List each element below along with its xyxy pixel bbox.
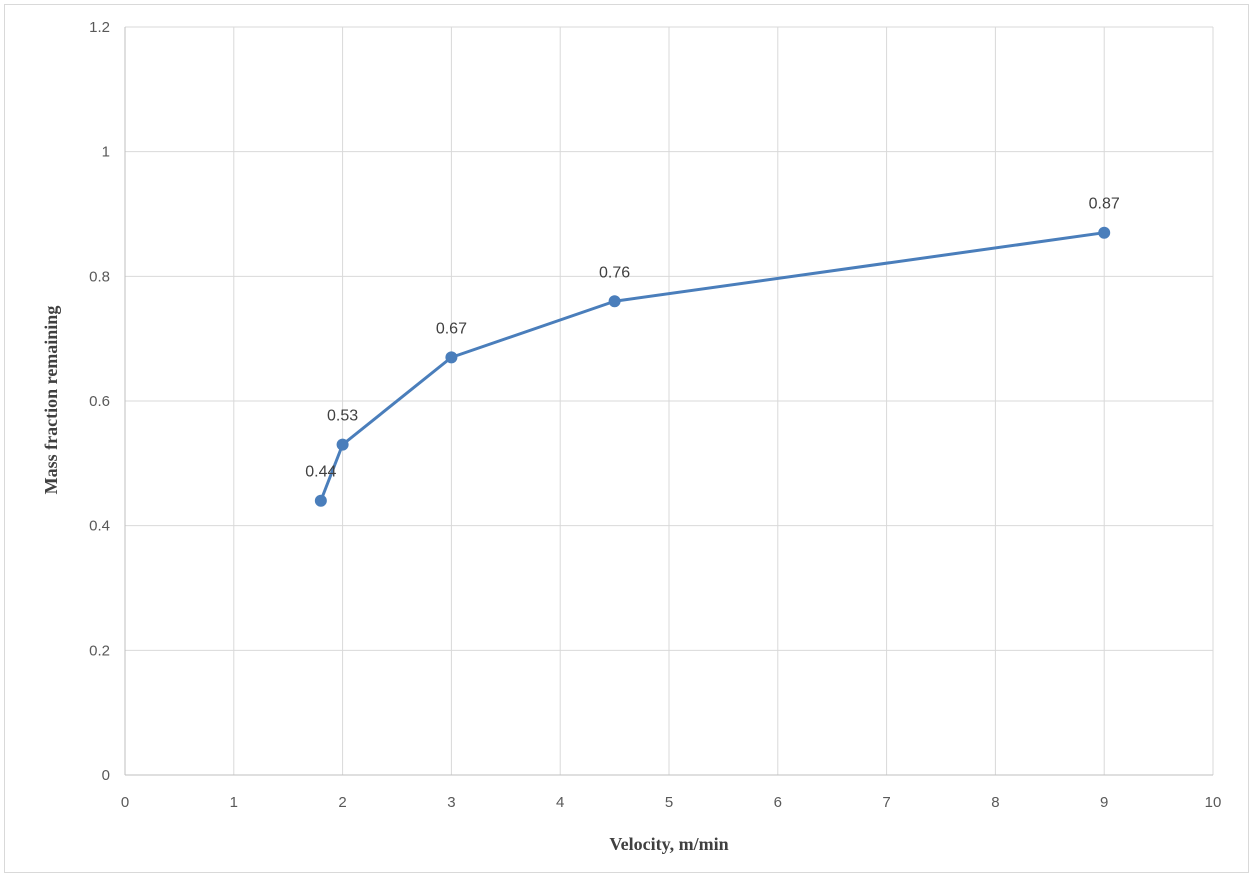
y-tick-label: 0.6 [89, 393, 110, 410]
x-tick-label: 3 [447, 794, 455, 811]
x-tick-label: 9 [1100, 794, 1108, 811]
x-axis-title: Velocity, m/min [609, 834, 728, 854]
x-tick-label: 4 [556, 794, 564, 811]
y-tick-label: 0.2 [89, 642, 110, 659]
data-point [445, 351, 458, 364]
data-point [1098, 226, 1111, 239]
x-tick-label: 2 [338, 794, 346, 811]
x-tick-label: 5 [665, 794, 673, 811]
data-label: 0.87 [1089, 196, 1120, 213]
data-labels: 0.44 0.53 0.67 0.76 0.87 [305, 196, 1120, 481]
y-tick-label: 0.4 [89, 518, 110, 535]
x-tick-label: 8 [991, 794, 999, 811]
data-label: 0.67 [436, 320, 467, 337]
y-tick-label: 0.8 [89, 268, 110, 285]
x-tick-label: 10 [1205, 794, 1222, 811]
data-label: 0.53 [327, 408, 358, 425]
y-tick-label: 1.2 [89, 19, 110, 36]
tick-labels: 0 1 2 3 4 5 6 7 8 9 10 0 0.2 0.4 0.6 0.8 1 1.2 [89, 19, 1221, 811]
chart-frame [4, 4, 1249, 873]
data-point [336, 438, 349, 451]
x-tick-label: 1 [230, 794, 238, 811]
x-tick-label: 7 [882, 794, 890, 811]
y-tick-label: 1 [102, 144, 110, 161]
y-axis-title: Mass fraction remaining [41, 306, 61, 495]
x-tick-label: 6 [774, 794, 782, 811]
x-tick-label: 0 [121, 794, 129, 811]
data-label: 0.44 [305, 464, 336, 481]
data-point [314, 494, 327, 507]
plot-area [314, 226, 1111, 507]
data-label: 0.76 [599, 264, 630, 281]
gridlines [125, 26, 1214, 775]
axes [124, 27, 1213, 776]
data-point [608, 295, 621, 308]
series-line [319, 231, 1105, 502]
y-tick-label: 0 [102, 767, 110, 784]
